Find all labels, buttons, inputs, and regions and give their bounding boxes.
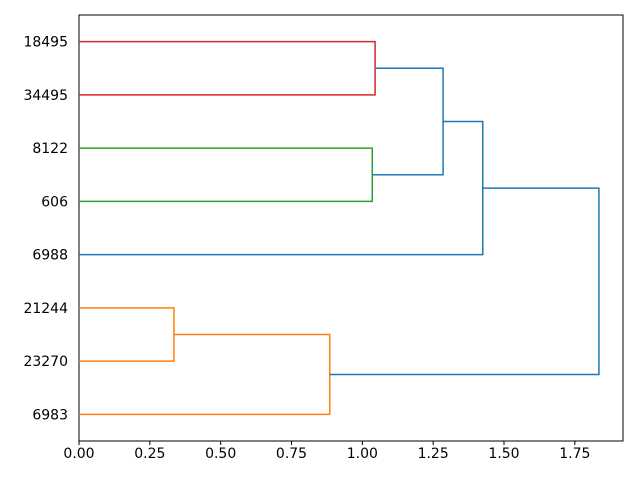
- x-tick-label: 0.25: [134, 446, 165, 462]
- leaf-label: 18495: [23, 35, 68, 51]
- leaf-label: 34495: [23, 88, 68, 104]
- x-tick-label: 1.25: [418, 446, 449, 462]
- leaf-label: 21244: [23, 301, 68, 317]
- leaf-label: 23270: [23, 354, 68, 370]
- x-tick-label: 1.00: [347, 446, 378, 462]
- dendrogram-link: [79, 147, 373, 203]
- axes-box: [78, 14, 624, 442]
- x-tick-label: 0.50: [205, 446, 236, 462]
- x-tick-label: 1.50: [488, 446, 519, 462]
- x-tick-label: 0.00: [63, 446, 94, 462]
- leaf-label: 8122: [32, 141, 68, 157]
- dendrogram-link: [79, 120, 484, 256]
- dendrogram-link: [79, 333, 331, 416]
- dendrogram-link: [79, 307, 175, 362]
- x-tick-label: 0.75: [276, 446, 307, 462]
- leaf-label: 606: [41, 194, 68, 210]
- x-tick-label: 1.75: [559, 446, 590, 462]
- dendrogram-link: [79, 40, 376, 96]
- dendrogram-link: [329, 187, 600, 376]
- leaf-label: 6988: [32, 248, 68, 264]
- leaf-label: 6983: [32, 407, 68, 423]
- dendrogram-link: [372, 67, 444, 176]
